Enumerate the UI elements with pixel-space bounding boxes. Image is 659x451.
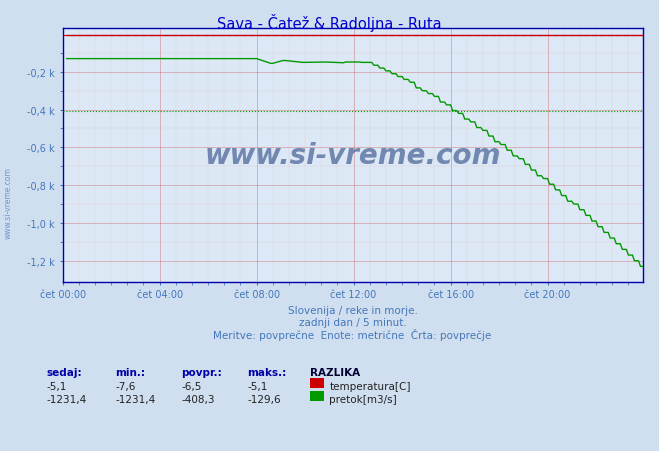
- Text: -6,5: -6,5: [181, 381, 202, 391]
- Text: -408,3: -408,3: [181, 395, 215, 405]
- Text: www.si-vreme.com: www.si-vreme.com: [204, 142, 501, 170]
- Text: RAZLIKA: RAZLIKA: [310, 368, 360, 377]
- Text: -129,6: -129,6: [247, 395, 281, 405]
- Text: min.:: min.:: [115, 368, 146, 377]
- Text: povpr.:: povpr.:: [181, 368, 222, 377]
- Text: zadnji dan / 5 minut.: zadnji dan / 5 minut.: [299, 318, 407, 327]
- Text: sedaj:: sedaj:: [46, 368, 82, 377]
- Text: www.si-vreme.com: www.si-vreme.com: [3, 167, 13, 239]
- Text: -5,1: -5,1: [46, 381, 67, 391]
- Text: -7,6: -7,6: [115, 381, 136, 391]
- Text: -5,1: -5,1: [247, 381, 268, 391]
- Text: pretok[m3/s]: pretok[m3/s]: [330, 395, 397, 405]
- Text: Sava - Čatež & Radoljna - Ruta: Sava - Čatež & Radoljna - Ruta: [217, 14, 442, 32]
- Text: Meritve: povprečne  Enote: metrične  Črta: povprečje: Meritve: povprečne Enote: metrične Črta:…: [214, 328, 492, 340]
- Text: temperatura[C]: temperatura[C]: [330, 381, 411, 391]
- Text: maks.:: maks.:: [247, 368, 287, 377]
- Text: -1231,4: -1231,4: [115, 395, 156, 405]
- Text: Slovenija / reke in morje.: Slovenija / reke in morje.: [287, 305, 418, 315]
- Text: -1231,4: -1231,4: [46, 395, 86, 405]
